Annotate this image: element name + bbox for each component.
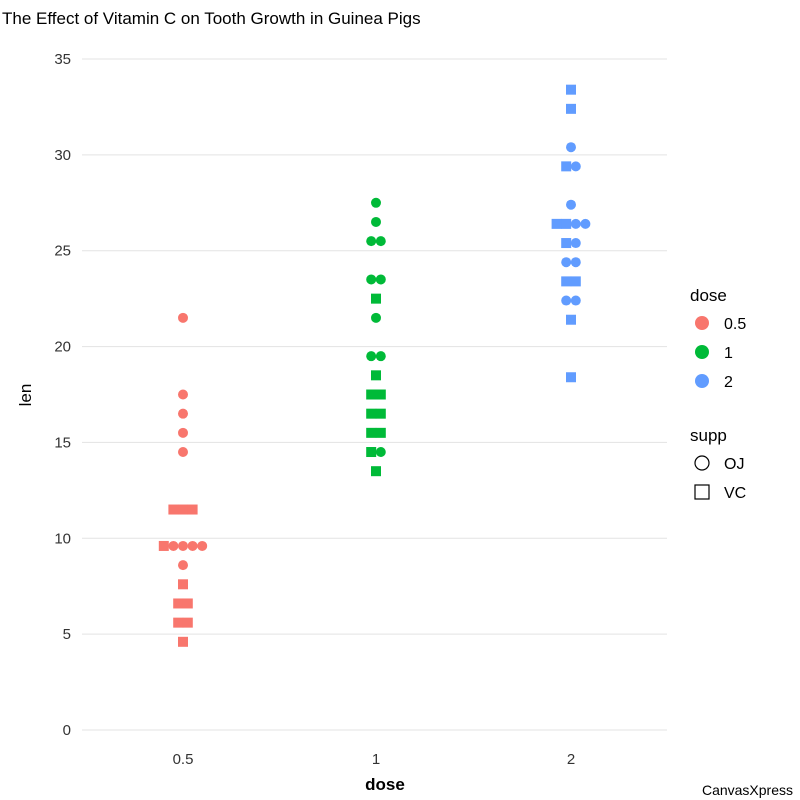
data-point-vc <box>561 276 572 287</box>
legend-color-swatch <box>695 374 709 388</box>
data-point-vc <box>366 447 377 458</box>
y-tick-label: 35 <box>54 51 71 68</box>
data-point-vc <box>168 504 179 515</box>
legend-square-icon <box>694 484 710 500</box>
data-point-vc <box>375 408 386 419</box>
data-point-oj <box>566 199 576 210</box>
data-point-oj <box>366 236 377 247</box>
legend-color-label: 1 <box>724 345 733 362</box>
data-point-vc <box>182 598 193 609</box>
data-point-vc <box>566 372 576 383</box>
watermark: CanvasXpress <box>702 782 793 798</box>
data-point-oj <box>187 540 198 551</box>
data-point-oj <box>371 197 381 208</box>
legend: dose 0.5 1 2 supp OJ VC <box>690 286 746 502</box>
chart-title: The Effect of Vitamin C on Tooth Growth … <box>2 9 421 28</box>
data-point-oj <box>580 218 591 229</box>
data-point-vc <box>366 389 377 400</box>
data-point-oj <box>371 216 381 227</box>
data-point-oj <box>178 447 188 458</box>
data-point-oj <box>375 447 386 458</box>
data-point-oj <box>375 274 386 285</box>
data-point-vc <box>158 540 169 551</box>
data-point-vc <box>187 504 198 515</box>
y-axis-ticks: 0 5 10 15 20 25 30 35 <box>54 51 71 739</box>
legend-color-swatch <box>695 316 709 330</box>
data-point-oj <box>566 142 576 153</box>
y-tick-label: 30 <box>54 147 71 164</box>
data-point-oj <box>561 257 572 268</box>
data-point-vc <box>375 389 386 400</box>
data-point-vc <box>173 617 184 628</box>
data-point-oj <box>178 389 188 400</box>
data-point-vc <box>366 408 377 419</box>
legend-circle-icon <box>694 455 710 471</box>
data-point-oj <box>178 312 188 323</box>
data-point-oj <box>561 295 572 306</box>
y-tick-label: 0 <box>63 722 71 739</box>
data-point-vc <box>561 238 572 249</box>
legend-color-label: 0.5 <box>724 316 746 333</box>
data-point-oj <box>178 427 188 438</box>
x-tick-label: 2 <box>567 751 575 768</box>
data-point-oj <box>366 351 377 362</box>
data-point-vc <box>371 370 381 381</box>
data-point-vc <box>566 84 576 95</box>
data-point-vc <box>566 314 576 325</box>
data-point-oj <box>570 257 581 268</box>
data-point-vc <box>182 617 193 628</box>
legend-shape-label: OJ <box>724 456 744 473</box>
data-point-oj <box>570 238 581 249</box>
legend-color-swatch <box>695 345 709 359</box>
data-point-oj <box>168 540 179 551</box>
x-axis-ticks: 0.5 1 2 <box>173 751 576 768</box>
y-axis-label: len <box>16 384 35 407</box>
data-point-oj <box>375 351 386 362</box>
data-point-oj <box>178 540 188 551</box>
x-tick-label: 0.5 <box>173 751 194 768</box>
data-point-vc <box>366 427 377 438</box>
data-point-vc <box>551 218 562 229</box>
x-axis-label: dose <box>365 775 405 794</box>
data-point-vc <box>371 466 381 477</box>
y-tick-label: 10 <box>54 530 71 547</box>
legend-color-title: dose <box>690 286 727 305</box>
gridlines <box>82 58 667 731</box>
data-point-vc <box>178 579 188 590</box>
legend-color-label: 2 <box>724 374 733 391</box>
data-point-oj <box>375 236 386 247</box>
y-tick-label: 25 <box>54 243 71 260</box>
data-point-vc <box>178 504 188 515</box>
y-tick-label: 5 <box>63 626 71 643</box>
data-point-oj <box>570 295 581 306</box>
data-point-vc <box>173 598 184 609</box>
data-point-vc <box>561 161 572 172</box>
data-point-vc <box>178 636 188 647</box>
data-point-oj <box>570 161 581 172</box>
legend-shape-label: VC <box>724 485 746 502</box>
x-tick-label: 1 <box>372 751 380 768</box>
data-point-vc <box>561 218 572 229</box>
data-point-vc <box>371 293 381 304</box>
data-point-oj <box>197 540 208 551</box>
data-point-oj <box>178 560 188 571</box>
data-point-oj <box>371 312 381 323</box>
data-point-oj <box>570 218 581 229</box>
y-tick-label: 15 <box>54 434 71 451</box>
legend-shape-title: supp <box>690 426 727 445</box>
data-points <box>158 84 591 647</box>
data-point-vc <box>566 103 576 114</box>
data-point-oj <box>366 274 377 285</box>
data-point-oj <box>178 408 188 419</box>
data-point-vc <box>570 276 581 287</box>
data-point-vc <box>375 427 386 438</box>
y-tick-label: 20 <box>54 339 71 356</box>
